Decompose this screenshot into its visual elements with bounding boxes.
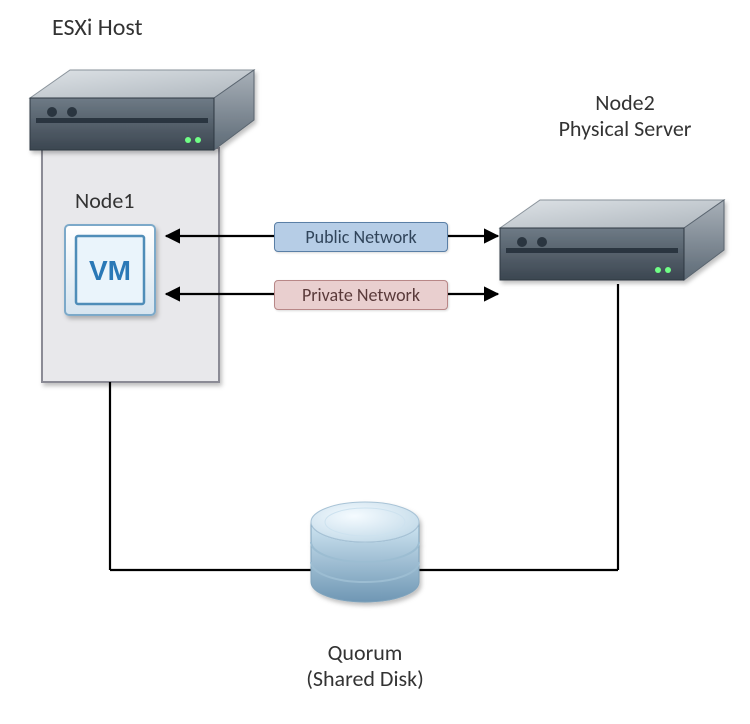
node2-server-icon (500, 200, 724, 280)
vm-icon-text: VM (89, 255, 131, 286)
vm-icon: VM (65, 225, 155, 315)
quorum-label: Quorum (Shared Disk) (280, 640, 450, 693)
quorum-disk-icon (311, 502, 419, 602)
public-network-label: Public Network (274, 222, 448, 252)
esxi-host-label: ESXi Host (52, 14, 143, 43)
node2-label: Node2 Physical Server (530, 90, 720, 143)
private-network-label: Private Network (274, 280, 448, 310)
esxi-host-server-icon (30, 70, 254, 150)
node1-container (42, 148, 219, 382)
node1-label: Node1 (75, 188, 134, 214)
